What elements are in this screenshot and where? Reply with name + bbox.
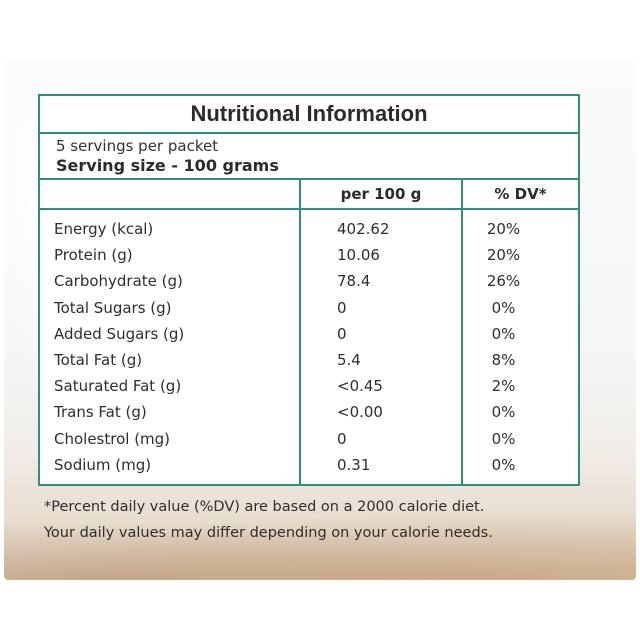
nutrient-name: Trans Fat (g) — [54, 403, 147, 422]
nutrient-dv: 8% — [491, 350, 516, 369]
nutrient-value: 78.4 — [337, 272, 371, 291]
header-dv: % DV* — [461, 180, 578, 208]
footnote: *Percent daily value (%DV) are based on … — [44, 494, 604, 546]
nutrient-name: Protein (g) — [54, 246, 133, 265]
nutrient-dv: 20% — [486, 246, 521, 265]
footnote-line-1: *Percent daily value (%DV) are based on … — [44, 499, 485, 515]
nutrient-name: Total Sugars (g) — [54, 298, 172, 317]
nutrient-dv: 0% — [491, 429, 516, 448]
nutrient-value: 0 — [337, 429, 347, 448]
nutrient-name: Total Fat (g) — [54, 350, 143, 369]
servings-per-packet: 5 servings per packet — [56, 137, 219, 155]
nutrient-dv: 0% — [491, 455, 516, 474]
nutrient-names-column: Energy (kcal) Protein (g) Carbohydrate (… — [40, 210, 299, 486]
nutrition-table: per 100 g % DV* Energy (kcal) Protein (g… — [40, 180, 578, 486]
nutrient-dv: 20% — [486, 220, 521, 238]
nutrient-dv: 0% — [491, 403, 516, 422]
nutrient-value: 0 — [337, 298, 347, 317]
nutrient-value: 0 — [337, 324, 347, 343]
nutrient-name: Sodium (mg) — [54, 455, 152, 474]
nutrient-name: Energy (kcal) — [54, 220, 154, 238]
per-100g-column: 402.62 10.06 78.4 0 0 5.4 <0.45 <0.00 0 … — [299, 210, 461, 486]
table-header: per 100 g % DV* — [40, 180, 578, 210]
nutrition-label: Nutritional Information 5 servings per p… — [38, 94, 580, 486]
nutrient-dv: 2% — [491, 377, 516, 396]
header-nutrient — [40, 180, 299, 208]
nutrient-name: Added Sugars (g) — [54, 324, 185, 343]
header-per-100g: per 100 g — [299, 180, 461, 208]
nutrient-value: <0.00 — [337, 403, 383, 422]
nutrient-value: <0.45 — [337, 377, 383, 396]
table-body: Energy (kcal) Protein (g) Carbohydrate (… — [40, 210, 578, 486]
servings-info: 5 servings per packet Serving size - 100… — [40, 134, 578, 180]
nutrient-name: Saturated Fat (g) — [54, 377, 182, 396]
footnote-line-2: Your daily values may differ depending o… — [44, 525, 493, 541]
nutrient-value: 10.06 — [337, 246, 380, 265]
nutrient-value: 0.31 — [337, 455, 371, 474]
nutrient-dv: 0% — [491, 298, 516, 317]
nutrient-name: Carbohydrate (g) — [54, 272, 183, 291]
nutrient-name: Cholestrol (mg) — [54, 429, 171, 448]
nutrient-dv: 26% — [486, 272, 521, 291]
dv-column: 20% 20% 26% 0% 0% 8% 2% 0% 0% 0% — [461, 210, 578, 486]
serving-size: Serving size - 100 grams — [56, 156, 279, 175]
nutrient-value: 5.4 — [337, 350, 361, 369]
label-title: Nutritional Information — [40, 96, 578, 134]
nutrient-value: 402.62 — [337, 220, 390, 238]
nutrient-dv: 0% — [491, 324, 516, 343]
